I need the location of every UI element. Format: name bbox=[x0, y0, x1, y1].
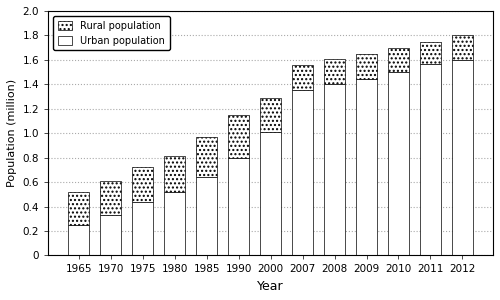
Bar bbox=[196, 177, 217, 256]
Bar bbox=[132, 167, 153, 202]
X-axis label: Year: Year bbox=[258, 280, 284, 293]
Bar bbox=[100, 215, 121, 256]
Bar bbox=[228, 158, 249, 256]
Bar bbox=[452, 60, 473, 256]
Bar bbox=[68, 192, 89, 225]
Bar bbox=[324, 58, 345, 84]
Legend: Rural population, Urban population: Rural population, Urban population bbox=[53, 16, 170, 50]
Bar bbox=[452, 35, 473, 60]
Bar bbox=[164, 192, 185, 256]
Bar bbox=[388, 48, 409, 72]
Bar bbox=[292, 65, 313, 90]
Bar bbox=[388, 72, 409, 256]
Bar bbox=[324, 84, 345, 256]
Bar bbox=[100, 181, 121, 215]
Bar bbox=[260, 98, 281, 132]
Bar bbox=[68, 225, 89, 256]
Bar bbox=[196, 137, 217, 177]
Bar bbox=[420, 41, 441, 64]
Bar bbox=[292, 90, 313, 256]
Bar bbox=[356, 80, 377, 256]
Y-axis label: Population (million): Population (million) bbox=[7, 79, 17, 187]
Bar bbox=[164, 156, 185, 192]
Bar bbox=[356, 54, 377, 80]
Bar bbox=[260, 132, 281, 256]
Bar bbox=[132, 202, 153, 256]
Bar bbox=[420, 64, 441, 256]
Bar bbox=[228, 115, 249, 158]
